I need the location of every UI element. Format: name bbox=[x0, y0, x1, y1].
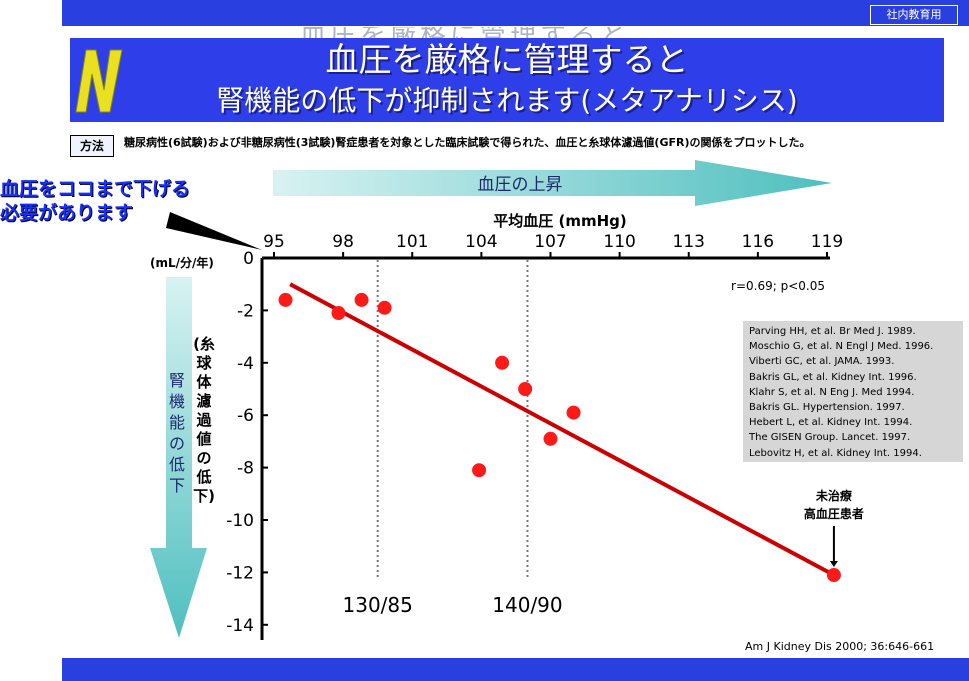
x-tick-label: 95 bbox=[263, 232, 285, 252]
stats-label: r=0.69; p<0.05 bbox=[731, 279, 825, 293]
y-axis-title: (糸球体濾過値の低下) bbox=[193, 335, 215, 505]
y-tick-label: -4 bbox=[237, 354, 254, 374]
x-tick-label: 98 bbox=[332, 232, 354, 252]
regression-line bbox=[289, 282, 835, 577]
data-point bbox=[495, 355, 510, 370]
data-point bbox=[566, 405, 581, 420]
x-tick-label: 116 bbox=[742, 232, 774, 252]
callout-pointer-icon bbox=[166, 212, 262, 250]
annotation-arrow-icon bbox=[829, 561, 838, 568]
source-citation: Am J Kidney Dis 2000; 36:646-661 bbox=[745, 640, 935, 653]
annotation-line-1: 未治療 bbox=[815, 488, 852, 503]
x-tick-label: 110 bbox=[603, 232, 635, 252]
x-tick-label: 113 bbox=[673, 232, 705, 252]
data-point bbox=[518, 382, 533, 396]
annotation-line-2: 高血圧患者 bbox=[804, 506, 864, 521]
reference-item: Moschio G, et al. N Engl J Med. 1996. bbox=[749, 341, 934, 353]
title-line-2: 腎機能の低下が抑制されます(メタアナリシス) bbox=[216, 84, 798, 117]
renal-decline-label: 腎機能の低下 bbox=[168, 371, 185, 495]
renal-decline-arrow bbox=[150, 277, 207, 638]
data-point bbox=[543, 431, 558, 446]
reference-item: Klahr S, et al. N Eng J. Med 1994. bbox=[749, 386, 915, 398]
reference-item: Bakris GL. Hypertension. 1997. bbox=[749, 402, 905, 414]
references-box: Parving HH, et al. Br Med J. 1989. Moschi… bbox=[743, 321, 963, 462]
reference-item: Lebovitz H, et al. Kidney Int. 1994. bbox=[749, 447, 922, 459]
callout-line-1: 血圧をココまで下げる bbox=[0, 178, 191, 200]
internal-use-badge: 社内教育用 bbox=[870, 5, 958, 25]
bottom-bar bbox=[62, 658, 969, 681]
reference-item: Bakris GL, et al. Kidney Int. 1996. bbox=[749, 371, 917, 383]
y-tick-label: -8 bbox=[237, 459, 254, 479]
y-tick-label: -2 bbox=[237, 301, 254, 321]
y-tick-label: -10 bbox=[226, 511, 254, 531]
title-banner bbox=[70, 38, 944, 122]
data-point bbox=[331, 306, 346, 321]
top-bar bbox=[62, 0, 969, 26]
x-tick-label: 101 bbox=[396, 232, 428, 252]
x-axis-title: 平均血圧 (mmHg) bbox=[493, 212, 626, 230]
y-tick-label: 0 bbox=[243, 249, 254, 269]
reference-item: Parving HH, et al. Br Med J. 1989. bbox=[749, 326, 916, 337]
data-point bbox=[278, 292, 293, 307]
reference-item: The GISEN Group. Lancet. 1997. bbox=[749, 432, 911, 444]
method-label: 方法 bbox=[70, 135, 114, 157]
y-tick-label: -6 bbox=[237, 406, 254, 426]
data-point bbox=[472, 463, 487, 478]
data-point bbox=[826, 568, 841, 583]
x-tick-label: 107 bbox=[534, 232, 566, 252]
bp-rise-label: 血圧の上昇 bbox=[477, 175, 563, 195]
callout-line-2: 必要があります bbox=[0, 202, 134, 224]
y-tick-label: -12 bbox=[226, 563, 254, 583]
reference-line-label: 130/85 bbox=[343, 593, 413, 617]
reference-item: Hebert L, et al. Kidney Int. 1994. bbox=[749, 417, 913, 429]
data-point bbox=[377, 300, 392, 315]
y-unit-label: (mL/分/年) bbox=[150, 256, 214, 270]
y-tick-label: -14 bbox=[226, 616, 254, 636]
n-logo-icon bbox=[75, 49, 123, 113]
callout-text: 血圧をココまで下げる 必要があります bbox=[0, 177, 270, 225]
x-tick-label: 119 bbox=[811, 232, 843, 252]
method-text: 糖尿病性(6試験)および非糖尿病性(3試験)腎症患者を対象とした臨床試験で得られ… bbox=[124, 136, 811, 149]
bp-rise-arrow bbox=[273, 160, 832, 206]
x-tick-label: 104 bbox=[465, 232, 497, 252]
data-point bbox=[354, 292, 369, 307]
reference-line-label: 140/90 bbox=[492, 593, 562, 617]
reference-item: Viberti GC, et al. JAMA. 1993. bbox=[749, 356, 895, 368]
title-line-1: 血圧を厳格に管理すると bbox=[325, 40, 689, 79]
